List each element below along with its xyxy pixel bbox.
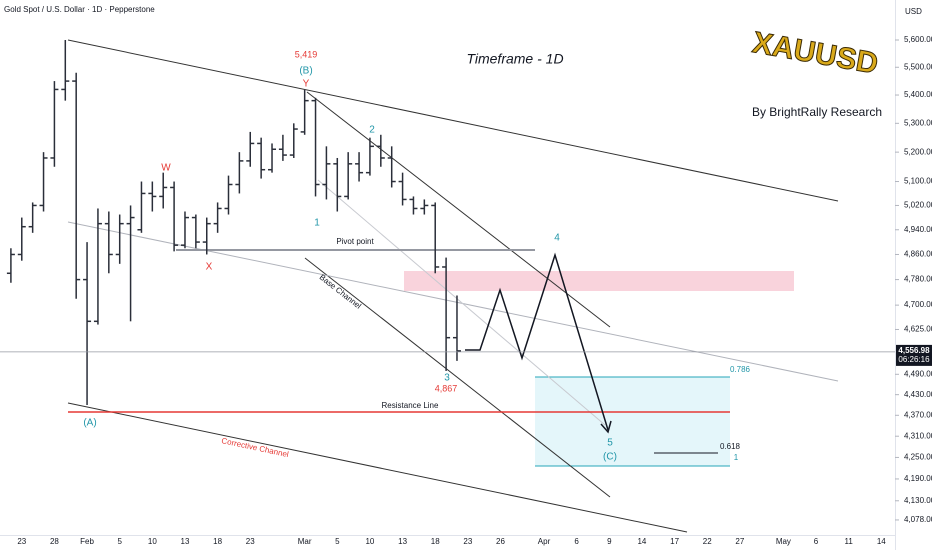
wave-label: 4	[554, 233, 560, 244]
x-tick-label: 10	[148, 537, 157, 546]
x-tick-label: 18	[431, 537, 440, 546]
x-tick-label: Feb	[80, 537, 94, 546]
x-tick-label: 13	[181, 537, 190, 546]
wave-label: 5	[607, 438, 613, 449]
drawing-label: Pivot point	[336, 237, 374, 246]
x-tick-label: 14	[637, 537, 646, 546]
x-tick-label: Mar	[298, 537, 312, 546]
wave-label: 2	[369, 125, 375, 136]
x-tick-label: 23	[246, 537, 255, 546]
subtitle: Timeframe - 1D	[466, 51, 563, 67]
channel-line	[67, 402, 688, 533]
y-tick-label: 4,860.00	[904, 250, 932, 259]
y-tick-label: 4,078.00	[904, 515, 932, 524]
x-tick-label: Apr	[538, 537, 551, 546]
trend-line	[317, 179, 606, 426]
y-tick-label: 4,370.00	[904, 410, 932, 419]
wave-label: 5,419	[295, 49, 318, 59]
y-tick-label: 5,020.00	[904, 201, 932, 210]
last-price-label: 4,556.98	[898, 346, 930, 355]
wave-label: (C)	[603, 452, 617, 463]
trend-line	[67, 221, 839, 382]
x-tick-label: 14	[877, 537, 886, 546]
resistance-zone	[404, 271, 794, 291]
fib-label: 0.786	[730, 365, 751, 374]
wave-label: W	[161, 163, 171, 174]
y-tick-label: 4,190.00	[904, 474, 932, 483]
y-tick-label: 4,130.00	[904, 496, 932, 505]
y-tick-label: 4,700.00	[904, 300, 932, 309]
x-tick-label: 18	[213, 537, 222, 546]
projection-path	[465, 252, 609, 431]
fib-label: 0.618	[720, 442, 741, 451]
channel-line	[67, 39, 839, 202]
y-tick-label: 5,300.00	[904, 118, 932, 127]
x-tick-label: 27	[735, 537, 744, 546]
y-tick-label: 5,500.00	[904, 62, 932, 71]
wave-label: 3	[444, 373, 450, 384]
y-tick-label: 4,780.00	[904, 275, 932, 284]
x-tick-label: 22	[703, 537, 712, 546]
wave-label: X	[206, 262, 213, 273]
last-price-tag	[896, 344, 932, 366]
y-tick-label: 4,625.00	[904, 325, 932, 334]
x-tick-label: 10	[365, 537, 374, 546]
countdown: 06:26:16	[898, 355, 930, 364]
fib-label: 1	[734, 453, 739, 462]
x-tick-label: 11	[845, 537, 854, 546]
wave-label: 1	[314, 218, 320, 229]
y-tick-label: 4,310.00	[904, 431, 932, 440]
y-tick-label: 5,200.00	[904, 147, 932, 156]
x-tick-label: 5	[335, 537, 340, 546]
fib-box	[535, 377, 730, 466]
x-tick-label: May	[776, 537, 791, 546]
x-tick-label: 17	[670, 537, 679, 546]
x-tick-label: 5	[117, 537, 122, 546]
wave-label: Y	[303, 79, 310, 90]
x-tick-label: 13	[398, 537, 407, 546]
y-tick-label: 4,490.00	[904, 369, 932, 378]
x-tick-label: 9	[607, 537, 612, 546]
x-tick-label: 23	[463, 537, 472, 546]
arrow-head	[600, 420, 612, 434]
wave-label: 4,867	[435, 383, 458, 393]
currency: USD	[905, 7, 922, 16]
channel-line	[306, 91, 611, 328]
y-tick-label: 4,940.00	[904, 225, 932, 234]
y-tick-label: 5,400.00	[904, 90, 932, 99]
y-tick-label: 5,100.00	[904, 177, 932, 186]
y-tick-label: 5,600.00	[904, 35, 932, 44]
wave-label: (B)	[299, 66, 312, 77]
x-tick-label: 26	[496, 537, 505, 546]
author: By BrightRally Research	[752, 105, 882, 119]
x-tick-label: 28	[50, 537, 59, 546]
x-tick-label: 6	[574, 537, 579, 546]
y-tick-label: 4,250.00	[904, 453, 932, 462]
chart-title: Gold Spot / U.S. Dollar · 1D · Peppersto…	[4, 5, 155, 14]
channel-line	[304, 257, 611, 498]
x-tick-label: 23	[17, 537, 26, 546]
y-tick-label: 4,430.00	[904, 390, 932, 399]
drawing-label: Resistance Line	[382, 401, 439, 410]
wave-label: (A)	[83, 418, 96, 429]
x-tick-label: 6	[814, 537, 819, 546]
